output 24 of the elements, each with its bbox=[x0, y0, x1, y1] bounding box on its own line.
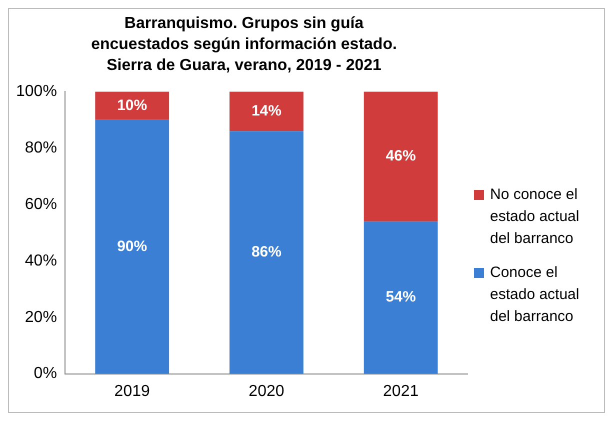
y-tick-label: 80% bbox=[24, 139, 57, 156]
bar bbox=[230, 92, 304, 132]
data-label: 46% bbox=[386, 148, 416, 165]
chart-title: Barranquismo. Grupos sin guía encuestados según información estado. Sierra de Guara, verano, 2019 - 2021 bbox=[90, 14, 398, 76]
x-tick-label: 2019 bbox=[114, 382, 150, 400]
bar bbox=[95, 120, 170, 374]
y-tick-label: 20% bbox=[24, 308, 57, 326]
x-tick-label: 2020 bbox=[248, 382, 284, 400]
x-tick-label: 2021 bbox=[383, 382, 419, 400]
y-tick-label: 0% bbox=[34, 365, 57, 382]
bar bbox=[364, 221, 438, 374]
data-label: 86% bbox=[251, 244, 282, 261]
bar bbox=[95, 92, 170, 120]
bar bbox=[364, 92, 438, 222]
bar bbox=[230, 131, 304, 374]
data-label: 54% bbox=[386, 288, 416, 306]
y-tick-label: 40% bbox=[24, 252, 57, 270]
y-tick-label: 60% bbox=[24, 196, 57, 213]
data-label: 14% bbox=[251, 102, 282, 120]
y-tick-label: 100% bbox=[16, 83, 57, 100]
legend-label: No conoce el estado actual del barranco bbox=[490, 185, 580, 249]
legend-label: Conoce el estado actual del barranco bbox=[490, 263, 580, 327]
data-label: 10% bbox=[117, 96, 148, 114]
data-label: 90% bbox=[117, 238, 148, 255]
